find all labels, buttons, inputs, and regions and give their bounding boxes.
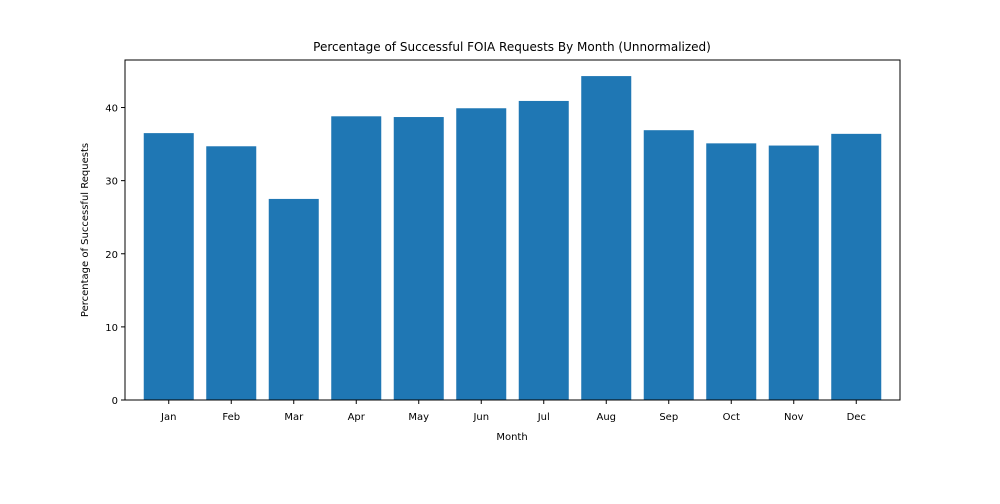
x-tick-label: Dec <box>847 412 866 423</box>
chart-title: Percentage of Successful FOIA Requests B… <box>313 40 711 54</box>
x-tick-label: Sep <box>659 412 678 423</box>
x-tick-label: Apr <box>348 412 366 423</box>
bar-jun <box>456 108 507 401</box>
y-tick-label: 40 <box>105 104 118 115</box>
bar-oct <box>706 143 757 400</box>
bar-jan <box>143 133 194 400</box>
plot-area-frame <box>124 59 901 401</box>
y-tick-label: 20 <box>105 250 118 261</box>
x-axis-label: Month <box>496 432 527 443</box>
bar-nov <box>768 145 819 400</box>
y-axis-label: Percentage of Successful Requests <box>80 143 91 317</box>
bar-apr <box>331 116 382 400</box>
x-tick-label: Jun <box>472 412 489 423</box>
y-tick-label: 10 <box>105 323 118 334</box>
x-axis-ticks: Jan Feb Mar Apr May Jun Jul Aug Sep Oct Nov Dec <box>160 400 866 423</box>
x-tick-label: Feb <box>222 412 240 423</box>
bar-aug <box>581 76 632 400</box>
bar-may <box>393 117 444 400</box>
x-tick-label: Jan <box>160 412 176 423</box>
bars-group <box>143 76 882 401</box>
bar-dec <box>831 133 882 400</box>
bar-sep <box>643 130 694 400</box>
bar-mar <box>268 198 319 400</box>
y-tick-label: 0 <box>112 396 118 407</box>
bar-feb <box>206 146 257 400</box>
x-tick-label: Aug <box>596 412 616 423</box>
x-tick-label: May <box>408 412 429 423</box>
y-axis-ticks: 0 10 20 30 40 <box>105 104 125 407</box>
x-tick-label: Jul <box>537 412 550 423</box>
bar-jul <box>518 100 569 401</box>
x-tick-label: Nov <box>784 412 804 423</box>
x-tick-label: Mar <box>284 412 304 423</box>
x-tick-label: Oct <box>723 412 740 423</box>
y-tick-label: 30 <box>105 177 118 188</box>
